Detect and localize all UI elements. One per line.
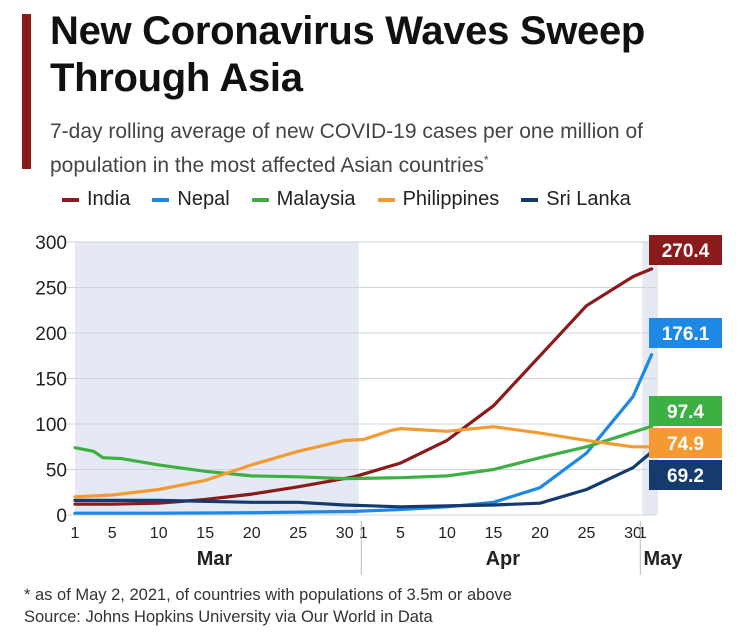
source-text: Source: Johns Hopkins University via Our…: [24, 608, 433, 626]
x-tick-label: 15: [485, 525, 503, 542]
end-label-box-malaysia: [649, 396, 722, 426]
title-accent-bar: [22, 14, 31, 169]
x-tick-label: 10: [150, 525, 168, 542]
y-tick-label: 0: [56, 506, 67, 527]
x-tick-label: 1: [71, 525, 80, 542]
legend-swatch: [152, 197, 170, 202]
x-tick-label: 30: [624, 525, 642, 542]
x-tick-label: 5: [108, 525, 117, 542]
end-label-sri-lanka: 69.2: [667, 466, 704, 487]
x-tick-label: 25: [578, 525, 596, 542]
end-label-philippines: 74.9: [667, 434, 704, 455]
x-tick-label: 1: [638, 525, 647, 542]
y-tick-label: 50: [46, 461, 67, 482]
legend-swatch: [251, 197, 269, 202]
legend-label: India: [87, 188, 131, 210]
x-tick-label: 30: [336, 525, 354, 542]
x-tick-label: 20: [531, 525, 549, 542]
end-label-nepal: 176.1: [662, 324, 710, 345]
legend-swatch: [377, 197, 395, 202]
y-tick-label: 300: [35, 233, 67, 254]
x-tick-label: 15: [196, 525, 214, 542]
legend-item-india: India: [62, 188, 130, 211]
y-tick-label: 150: [35, 370, 67, 391]
end-label-box-nepal: [649, 318, 722, 348]
subtitle-footnote-marker: *: [483, 153, 489, 167]
end-label-india: 270.4: [662, 241, 710, 262]
legend-item-nepal: Nepal: [152, 188, 230, 211]
legend-swatch: [521, 197, 539, 202]
legend-item-philippines: Philippines: [377, 188, 500, 211]
end-label-box-philippines: [649, 428, 722, 458]
legend-item-malaysia: Malaysia: [251, 188, 356, 211]
legend-item-sri-lanka: Sri Lanka: [521, 188, 631, 211]
end-label-box-india: [649, 235, 722, 265]
series-line-sri-lanka: [73, 450, 654, 509]
series-line-philippines: [73, 425, 654, 499]
chart-subtitle: 7-day rolling average of new COVID-19 ca…: [50, 117, 730, 180]
footnote-text: * as of May 2, 2021, of countries with p…: [24, 586, 512, 604]
x-tick-label: 1: [359, 525, 368, 542]
series-line-malaysia: [73, 424, 654, 481]
legend-label: Malaysia: [276, 188, 356, 210]
legend-label: Sri Lanka: [546, 188, 631, 210]
chart-footer: * as of May 2, 2021, of countries with p…: [24, 584, 512, 628]
subtitle-text: 7-day rolling average of new COVID-19 ca…: [50, 120, 643, 177]
month-label: Apr: [486, 548, 521, 570]
legend-swatch: [62, 197, 79, 202]
legend-label: Philippines: [402, 188, 500, 210]
end-label-malaysia: 97.4: [667, 402, 704, 423]
chart-title: New Coronavirus Waves Sweep Through Asia: [50, 9, 646, 100]
end-label-box-sri-lanka: [649, 460, 722, 490]
chart-legend: India Nepal Malaysia Philippines Sri Lanka: [62, 188, 631, 211]
x-tick-label: 25: [289, 525, 307, 542]
y-tick-label: 200: [35, 324, 67, 345]
y-tick-label: 100: [35, 415, 67, 436]
series-line-india: [73, 267, 654, 506]
y-tick-label: 250: [35, 279, 67, 300]
x-tick-label: 5: [396, 525, 405, 542]
legend-label: Nepal: [177, 188, 230, 210]
x-tick-label: 20: [243, 525, 261, 542]
month-label: Mar: [197, 548, 233, 570]
month-label: May: [643, 548, 683, 570]
x-tick-label: 10: [438, 525, 456, 542]
